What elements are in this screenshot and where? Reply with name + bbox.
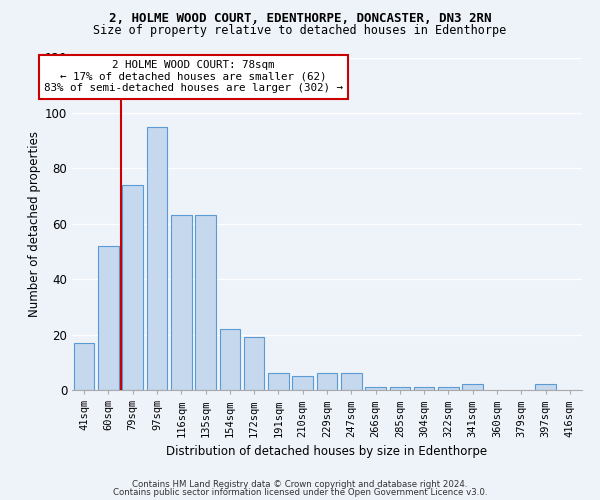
X-axis label: Distribution of detached houses by size in Edenthorpe: Distribution of detached houses by size …	[166, 445, 488, 458]
Bar	[365, 387, 386, 390]
Bar	[414, 387, 434, 390]
Bar	[341, 374, 362, 390]
Bar	[74, 343, 94, 390]
Text: 2, HOLME WOOD COURT, EDENTHORPE, DONCASTER, DN3 2RN: 2, HOLME WOOD COURT, EDENTHORPE, DONCAST…	[109, 12, 491, 26]
Text: 2 HOLME WOOD COURT: 78sqm
← 17% of detached houses are smaller (62)
83% of semi-: 2 HOLME WOOD COURT: 78sqm ← 17% of detac…	[44, 60, 343, 94]
Text: Contains HM Land Registry data © Crown copyright and database right 2024.: Contains HM Land Registry data © Crown c…	[132, 480, 468, 489]
Bar	[535, 384, 556, 390]
Bar	[292, 376, 313, 390]
Bar	[122, 185, 143, 390]
Bar	[389, 387, 410, 390]
Bar	[220, 329, 240, 390]
Bar	[438, 387, 459, 390]
Text: Contains public sector information licensed under the Open Government Licence v3: Contains public sector information licen…	[113, 488, 487, 497]
Bar	[463, 384, 483, 390]
Bar	[317, 374, 337, 390]
Y-axis label: Number of detached properties: Number of detached properties	[28, 130, 41, 317]
Bar	[171, 216, 191, 390]
Bar	[268, 374, 289, 390]
Bar	[195, 216, 216, 390]
Text: Size of property relative to detached houses in Edenthorpe: Size of property relative to detached ho…	[94, 24, 506, 37]
Bar	[98, 246, 119, 390]
Bar	[244, 338, 265, 390]
Bar	[146, 127, 167, 390]
